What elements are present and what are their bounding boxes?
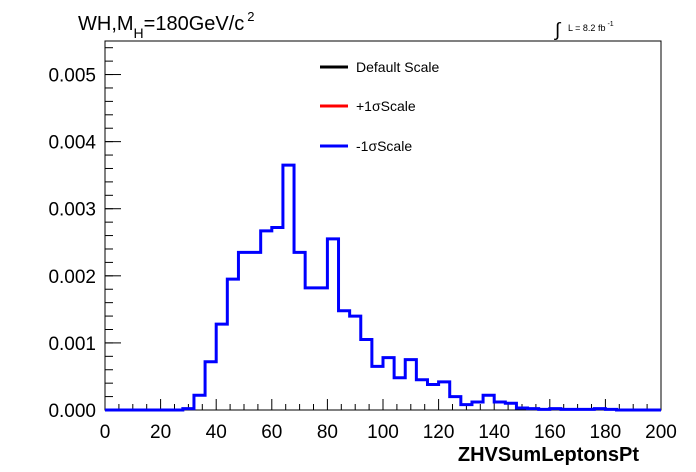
x-tick-label: 0 <box>100 422 111 443</box>
x-tick-label: 40 <box>206 422 227 443</box>
luminosity-label: L = 8.2 fb -1 <box>568 21 614 33</box>
chart-title: WH,MH=180GeV/c 2 <box>78 9 255 41</box>
legend: Default Scale +1σScale -1σScale <box>320 59 439 154</box>
y-tick-label: 0.005 <box>48 66 96 87</box>
integral-symbol: ∫ <box>554 20 562 41</box>
x-tick-label: 200 <box>645 422 677 443</box>
y-tick-label: 0.000 <box>48 401 96 422</box>
x-tick-label: 100 <box>367 422 399 443</box>
series-group <box>105 163 661 412</box>
legend-label: +1σScale <box>356 98 416 114</box>
x-tick-label: 120 <box>423 422 455 443</box>
x-tick-label: 180 <box>590 422 622 443</box>
y-tick-label: 0.002 <box>48 267 96 288</box>
y-tick-label: 0.004 <box>48 133 96 154</box>
legend-label: Default Scale <box>356 59 439 75</box>
plot-frame <box>104 40 662 411</box>
y-tick-label: 0.001 <box>48 334 96 355</box>
x-tick-label: 80 <box>317 422 338 443</box>
x-axis: 0 20 40 60 80 100 120 140 160 180 200 <box>100 399 677 443</box>
y-axis: 0.000 0.001 0.002 0.003 0.004 0.005 <box>48 47 121 422</box>
x-tick-label: 140 <box>478 422 510 443</box>
legend-label: -1σScale <box>356 138 412 154</box>
histogram-series <box>105 163 661 412</box>
y-tick-label: 0.003 <box>48 200 96 221</box>
x-tick-label: 160 <box>534 422 566 443</box>
x-tick-label: 20 <box>150 422 171 443</box>
x-tick-label: 60 <box>261 422 282 443</box>
x-axis-label: ZHVSumLeptonsPt <box>458 444 639 466</box>
